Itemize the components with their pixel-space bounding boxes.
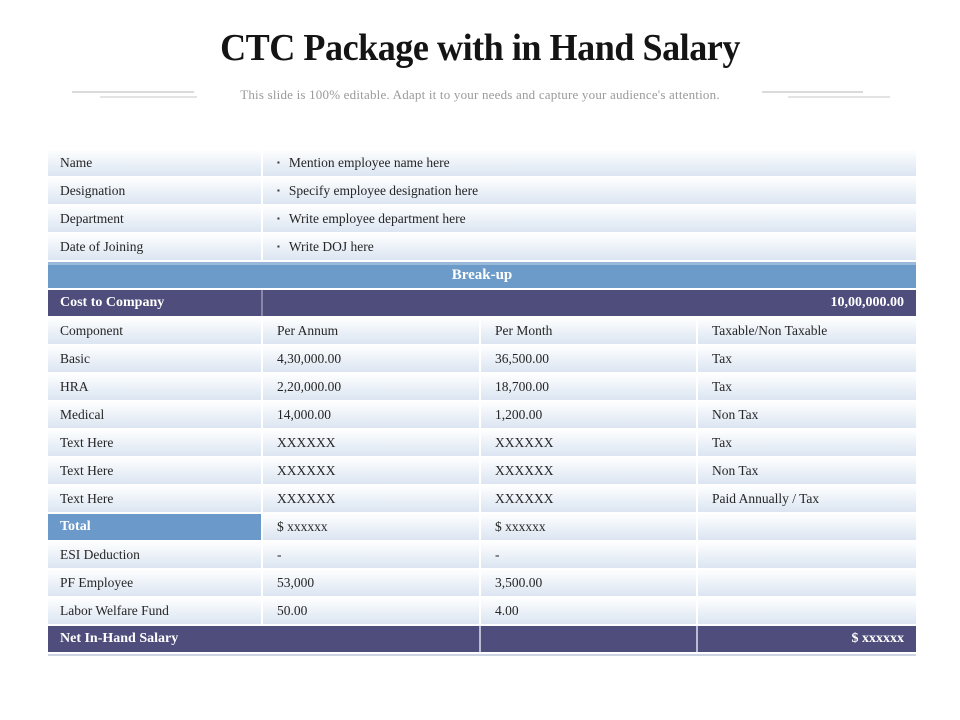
info-value-text: Write employee department here [288, 211, 466, 226]
table-row-info: Name ▪ Mention employee name here [48, 150, 916, 176]
table-row-cost-to-company: Cost to Company 10,00,000.00 [48, 290, 916, 316]
per-month-cell: 18,700.00 [481, 374, 696, 400]
info-value-text: Mention employee name here [288, 155, 450, 170]
component-cell: Text Here [48, 430, 261, 456]
component-cell: Basic [48, 346, 261, 372]
deduction-per-month-cell: 3,500.00 [481, 570, 696, 596]
section-header-breakup: Break-up [48, 262, 916, 288]
decorative-line-left-2 [100, 96, 197, 98]
bullet-icon: ▪ [277, 158, 280, 167]
table-row-deduction: PF Employee 53,000 3,500.00 [48, 570, 916, 596]
taxable-cell: Tax [698, 346, 916, 372]
per-month-cell: XXXXXX [481, 486, 696, 512]
table-row-column-headers: Component Per Annum Per Month Taxable/No… [48, 318, 916, 344]
table-row-info: Date of Joining ▪ Write DOJ here [48, 234, 916, 260]
net-salary-value-cell: $ xxxxxx [698, 626, 916, 652]
per-month-cell: XXXXXX [481, 430, 696, 456]
table-row-component: HRA 2,20,000.00 18,700.00 Tax [48, 374, 916, 400]
info-label-cell: Name [48, 150, 261, 176]
table-row-deduction: ESI Deduction - - [48, 542, 916, 568]
info-value-cell: ▪ Mention employee name here [263, 150, 916, 176]
table-row-info: Department ▪ Write employee department h… [48, 206, 916, 232]
info-label-cell: Department [48, 206, 261, 232]
info-value-text: Specify employee designation here [288, 183, 479, 198]
total-per-annum-cell: $ xxxxxx [263, 514, 479, 540]
table-row-component: Medical 14,000.00 1,200.00 Non Tax [48, 402, 916, 428]
per-annum-cell: XXXXXX [263, 486, 479, 512]
deduction-taxable-cell [698, 598, 916, 624]
column-header-per-annum: Per Annum [263, 318, 479, 344]
column-header-per-month: Per Month [481, 318, 696, 344]
bullet-icon: ▪ [277, 214, 280, 223]
table-row-component: Text Here XXXXXX XXXXXX Non Tax [48, 458, 916, 484]
deduction-label-cell: ESI Deduction [48, 542, 261, 568]
info-value-cell: ▪ Specify employee designation here [263, 178, 916, 204]
component-cell: Text Here [48, 458, 261, 484]
info-label-cell: Date of Joining [48, 234, 261, 260]
deduction-per-month-cell: 4.00 [481, 598, 696, 624]
slide-title: CTC Package with in Hand Salary [220, 27, 740, 69]
deduction-taxable-cell [698, 542, 916, 568]
per-annum-cell: XXXXXX [263, 458, 479, 484]
deduction-label-cell: PF Employee [48, 570, 261, 596]
ctc-label-cell: Cost to Company [48, 290, 261, 316]
table-row-net-salary: Net In-Hand Salary $ xxxxxx [48, 626, 916, 652]
net-salary-label-cell: Net In-Hand Salary [48, 626, 479, 652]
table-row-component: Text Here XXXXXX XXXXXX Paid Annually / … [48, 486, 916, 512]
info-value-cell: ▪ Write DOJ here [263, 234, 916, 260]
taxable-cell: Tax [698, 374, 916, 400]
table-row-total: Total $ xxxxxx $ xxxxxx [48, 514, 916, 540]
ctc-table: Name ▪ Mention employee name here Design… [48, 150, 916, 656]
decorative-line-left-1 [72, 91, 194, 93]
total-per-month-cell: $ xxxxxx [481, 514, 696, 540]
per-annum-cell: XXXXXX [263, 430, 479, 456]
deduction-per-annum-cell: - [263, 542, 479, 568]
per-annum-cell: 14,000.00 [263, 402, 479, 428]
deduction-label-cell: Labor Welfare Fund [48, 598, 261, 624]
table-row-info: Designation ▪ Specify employee designati… [48, 178, 916, 204]
column-header-taxable: Taxable/Non Taxable [698, 318, 916, 344]
per-month-cell: 36,500.00 [481, 346, 696, 372]
ctc-value-cell: 10,00,000.00 [263, 290, 916, 316]
component-cell: Text Here [48, 486, 261, 512]
per-month-cell: XXXXXX [481, 458, 696, 484]
deduction-per-month-cell: - [481, 542, 696, 568]
total-taxable-cell [698, 514, 916, 540]
per-annum-cell: 2,20,000.00 [263, 374, 479, 400]
net-salary-empty-cell [481, 626, 696, 652]
decorative-line-right-2 [788, 96, 890, 98]
total-label-cell: Total [48, 514, 261, 540]
per-month-cell: 1,200.00 [481, 402, 696, 428]
component-cell: Medical [48, 402, 261, 428]
deduction-per-annum-cell: 50.00 [263, 598, 479, 624]
bullet-icon: ▪ [277, 186, 280, 195]
bullet-icon: ▪ [277, 242, 280, 251]
decorative-line-right-1 [762, 91, 863, 93]
slide-subtitle: This slide is 100% editable. Adapt it to… [240, 87, 720, 102]
taxable-cell: Tax [698, 430, 916, 456]
per-annum-cell: 4,30,000.00 [263, 346, 479, 372]
table-row-component: Basic 4,30,000.00 36,500.00 Tax [48, 346, 916, 372]
table-bottom-border [48, 654, 916, 656]
column-header-component: Component [48, 318, 261, 344]
taxable-cell: Paid Annually / Tax [698, 486, 916, 512]
info-value-cell: ▪ Write employee department here [263, 206, 916, 232]
taxable-cell: Non Tax [698, 458, 916, 484]
info-label-cell: Designation [48, 178, 261, 204]
table-row-deduction: Labor Welfare Fund 50.00 4.00 [48, 598, 916, 624]
deduction-taxable-cell [698, 570, 916, 596]
deduction-per-annum-cell: 53,000 [263, 570, 479, 596]
table-row-component: Text Here XXXXXX XXXXXX Tax [48, 430, 916, 456]
component-cell: HRA [48, 374, 261, 400]
table-row-breakup-header: Break-up [48, 262, 916, 288]
info-value-text: Write DOJ here [288, 239, 374, 254]
taxable-cell: Non Tax [698, 402, 916, 428]
